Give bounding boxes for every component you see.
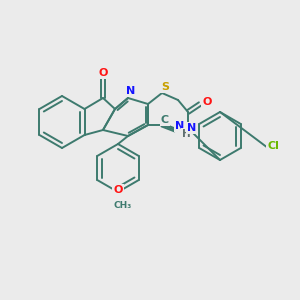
Text: O: O bbox=[202, 97, 212, 107]
Text: N: N bbox=[126, 86, 136, 96]
Text: O: O bbox=[113, 185, 123, 195]
Text: Cl: Cl bbox=[267, 141, 279, 151]
Text: N: N bbox=[176, 121, 184, 131]
Text: N: N bbox=[188, 123, 196, 133]
Text: CH₃: CH₃ bbox=[114, 200, 132, 209]
Text: C: C bbox=[161, 115, 169, 125]
Text: H: H bbox=[182, 129, 190, 139]
Text: O: O bbox=[98, 68, 108, 78]
Text: S: S bbox=[161, 82, 169, 92]
